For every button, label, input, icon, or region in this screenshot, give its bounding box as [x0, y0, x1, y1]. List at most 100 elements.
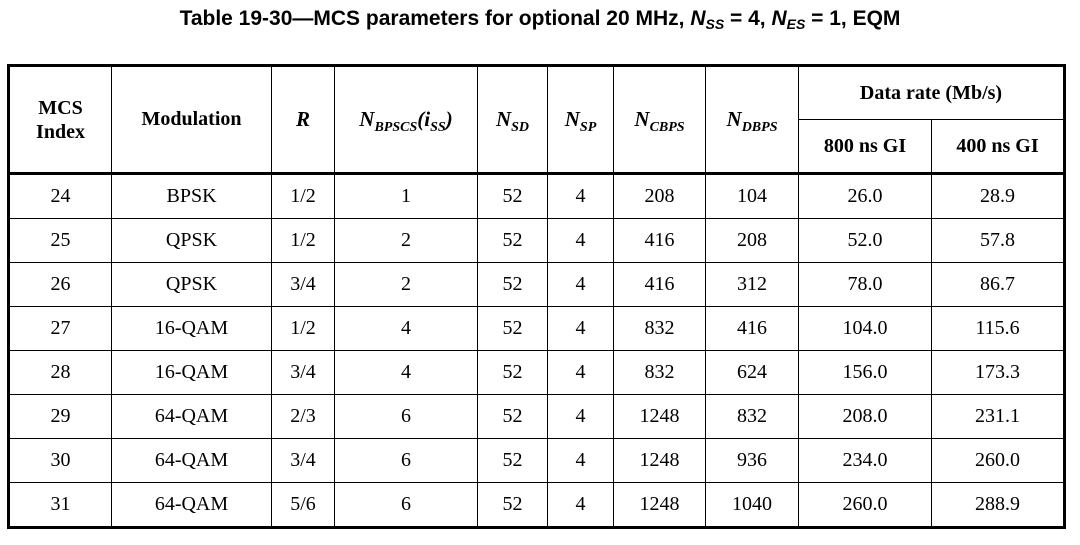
cell-nsp: 4 — [547, 306, 614, 351]
header-ndbps-subscript: DBPS — [741, 120, 778, 135]
header-r: R — [271, 65, 335, 175]
header-nbpscs-paren-open: (i — [417, 107, 431, 131]
cell-nbpscs: 6 — [334, 394, 478, 439]
header-row-bottom: 800 ns GI 400 ns GI — [9, 119, 1065, 175]
header-nsd-symbol: N — [495, 107, 512, 131]
table-body: 24 BPSK 1/2 1 52 4 208 104 26.0 28.9 25 QPSK 1/2 2 52 4… — [8, 173, 1065, 528]
cell-nbpscs: 4 — [334, 306, 478, 351]
cell-ncbps: 832 — [613, 350, 706, 395]
cell-modulation: BPSK — [111, 173, 272, 219]
table-title: Table 19-30—MCS parameters for optional … — [0, 6, 1080, 32]
header-ndbps: NDBPS — [705, 65, 799, 175]
cell-nsd: 52 — [477, 482, 548, 528]
cell-nsd: 52 — [477, 262, 548, 307]
cell-mcs-index: 27 — [8, 306, 112, 351]
header-800ns-gi: 800 ns GI — [798, 119, 932, 175]
header-ncbps-symbol: N — [634, 107, 650, 131]
title-nes-symbol: N — [771, 7, 787, 30]
cell-400ns-gi: 86.7 — [931, 262, 1065, 307]
title-prefix: Table 19-30—MCS parameters for optional … — [179, 7, 691, 30]
header-nbpscs-paren-subscript: SS — [430, 120, 446, 135]
table-row: 31 64-QAM 5/6 6 52 4 1248 1040 260.0 288.9 — [8, 482, 1065, 528]
cell-ndbps: 1040 — [705, 482, 799, 528]
header-nsp-subscript: SP — [579, 120, 597, 135]
cell-nbpscs: 6 — [334, 438, 478, 483]
cell-r: 2/3 — [271, 394, 335, 439]
header-row-top: MCS Index Modulation R NBPSCS(iSS) NSD NS… — [8, 65, 1065, 175]
header-ndbps-symbol: N — [726, 107, 742, 131]
cell-800ns-gi: 104.0 — [798, 306, 932, 351]
header-mcs-index: MCS Index — [8, 65, 112, 175]
cell-mcs-index: 24 — [8, 173, 112, 219]
cell-nbpscs: 2 — [334, 218, 478, 263]
cell-mcs-index: 28 — [8, 350, 112, 395]
cell-ncbps: 1248 — [613, 482, 706, 528]
cell-mcs-index: 29 — [8, 394, 112, 439]
cell-nsp: 4 — [547, 394, 614, 439]
cell-nsd: 52 — [477, 218, 548, 263]
cell-nsp: 4 — [547, 438, 614, 483]
cell-800ns-gi: 260.0 — [798, 482, 932, 528]
cell-800ns-gi: 26.0 — [798, 173, 932, 219]
cell-modulation: 16-QAM — [111, 306, 272, 351]
cell-800ns-gi: 208.0 — [798, 394, 932, 439]
cell-nbpscs: 4 — [334, 350, 478, 395]
header-data-rate: Data rate (Mb/s) — [798, 65, 1065, 120]
cell-ncbps: 208 — [613, 173, 706, 219]
cell-400ns-gi: 288.9 — [931, 482, 1065, 528]
cell-r: 3/4 — [271, 438, 335, 483]
cell-nsp: 4 — [547, 350, 614, 395]
title-nss-subscript: SS — [705, 16, 725, 32]
cell-400ns-gi: 260.0 — [931, 438, 1065, 483]
header-modulation: Modulation — [111, 65, 272, 175]
header-mcs-line1: MCS — [38, 96, 83, 119]
cell-modulation: 64-QAM — [111, 438, 272, 483]
cell-800ns-gi: 234.0 — [798, 438, 932, 483]
cell-nsp: 4 — [547, 218, 614, 263]
cell-ndbps: 832 — [705, 394, 799, 439]
cell-nbpscs: 6 — [334, 482, 478, 528]
cell-ndbps: 208 — [705, 218, 799, 263]
cell-ncbps: 416 — [613, 262, 706, 307]
cell-400ns-gi: 173.3 — [931, 350, 1065, 395]
header-nbpscs-subscript: BPSCS — [374, 120, 418, 135]
cell-ncbps: 1248 — [613, 394, 706, 439]
cell-400ns-gi: 57.8 — [931, 218, 1065, 263]
cell-mcs-index: 25 — [8, 218, 112, 263]
header-nsd: NSD — [477, 65, 548, 175]
cell-nsd: 52 — [477, 394, 548, 439]
cell-ncbps: 416 — [613, 218, 706, 263]
title-nes-subscript: ES — [786, 16, 806, 32]
title-nss-symbol: N — [690, 7, 706, 30]
cell-modulation: 64-QAM — [111, 482, 272, 528]
cell-mcs-index: 30 — [8, 438, 112, 483]
header-400ns-gi: 400 ns GI — [931, 119, 1065, 175]
cell-ncbps: 1248 — [613, 438, 706, 483]
cell-400ns-gi: 28.9 — [931, 173, 1065, 219]
cell-nsp: 4 — [547, 482, 614, 528]
cell-ndbps: 936 — [705, 438, 799, 483]
cell-nsp: 4 — [547, 262, 614, 307]
cell-r: 1/2 — [271, 306, 335, 351]
cell-ndbps: 312 — [705, 262, 799, 307]
cell-r: 1/2 — [271, 218, 335, 263]
cell-nsp: 4 — [547, 173, 614, 219]
cell-ndbps: 624 — [705, 350, 799, 395]
cell-r: 3/4 — [271, 262, 335, 307]
cell-nsd: 52 — [477, 173, 548, 219]
title-nss-value: = 4, — [724, 7, 772, 30]
header-nbpscs-symbol: N — [359, 107, 375, 131]
table-row: 29 64-QAM 2/3 6 52 4 1248 832 208.0 231.1 — [8, 394, 1065, 439]
cell-400ns-gi: 231.1 — [931, 394, 1065, 439]
header-nsp-symbol: N — [564, 107, 580, 131]
cell-mcs-index: 31 — [8, 482, 112, 528]
cell-ndbps: 104 — [705, 173, 799, 219]
header-nsd-subscript: SD — [511, 120, 530, 135]
cell-nbpscs: 1 — [334, 173, 478, 219]
cell-r: 5/6 — [271, 482, 335, 528]
cell-r: 1/2 — [271, 173, 335, 219]
cell-modulation: QPSK — [111, 218, 272, 263]
mcs-parameters-table: MCS Index Modulation R NBPSCS(iSS) NSD NS… — [7, 64, 1066, 529]
cell-modulation: 64-QAM — [111, 394, 272, 439]
table-row: 25 QPSK 1/2 2 52 4 416 208 52.0 57.8 — [8, 218, 1065, 263]
